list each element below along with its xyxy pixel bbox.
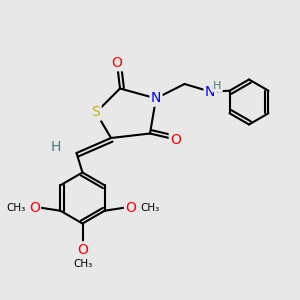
Text: N: N xyxy=(151,92,161,105)
Text: O: O xyxy=(77,243,88,256)
Text: O: O xyxy=(29,201,40,215)
Text: O: O xyxy=(112,56,122,70)
Text: O: O xyxy=(170,133,181,146)
Text: H: H xyxy=(50,140,61,154)
Text: CH₃: CH₃ xyxy=(73,259,92,269)
Text: CH₃: CH₃ xyxy=(6,203,25,213)
Text: CH₃: CH₃ xyxy=(141,203,160,213)
Text: H: H xyxy=(213,81,222,91)
Text: N: N xyxy=(205,85,215,98)
Text: S: S xyxy=(92,106,100,119)
Text: O: O xyxy=(125,201,136,215)
